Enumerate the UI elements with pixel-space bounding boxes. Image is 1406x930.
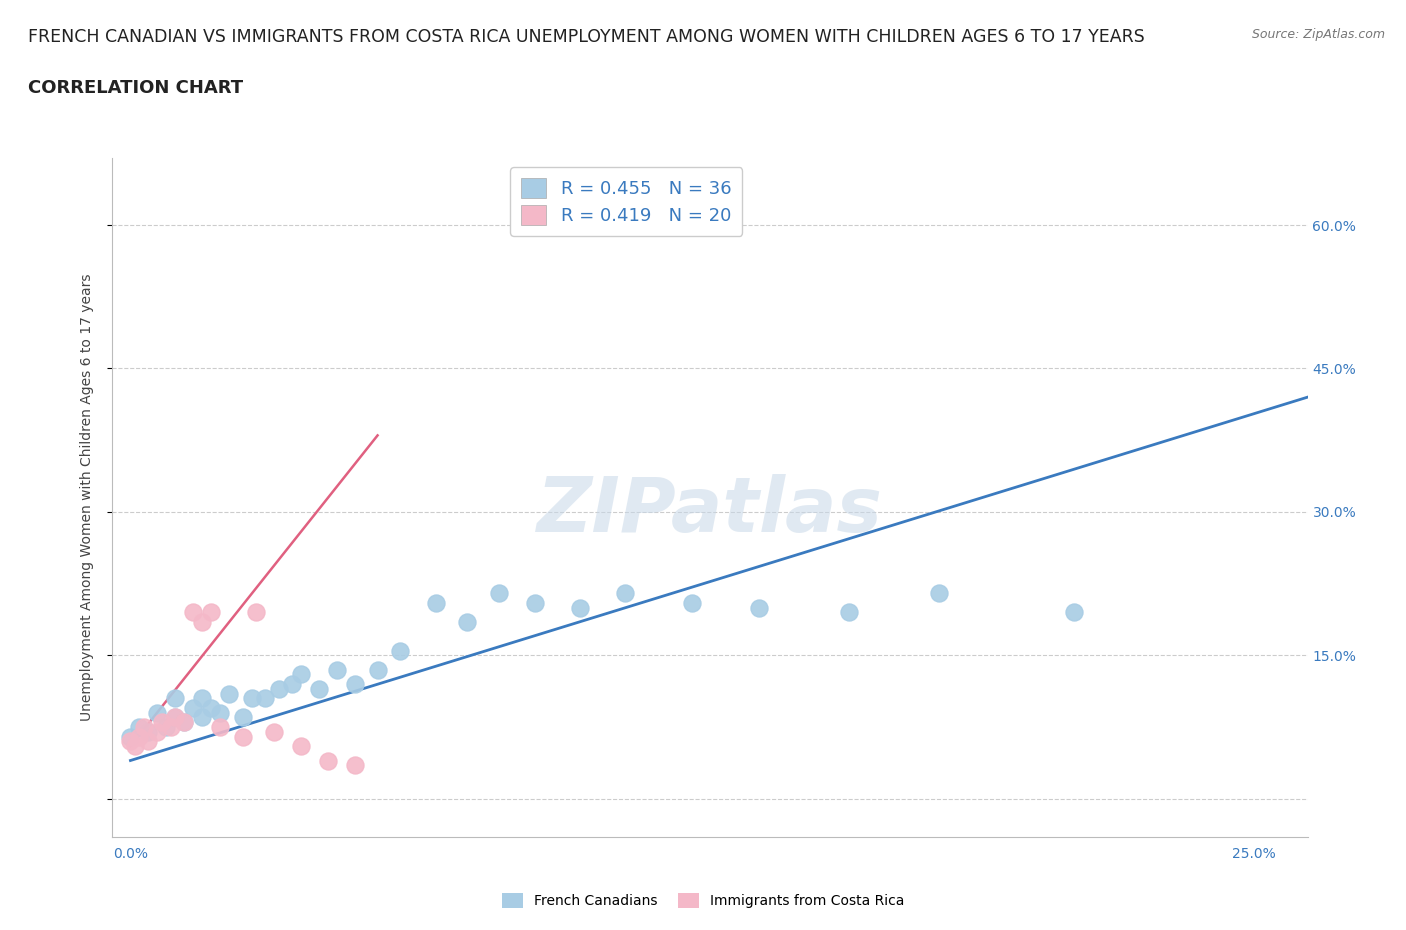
- Point: [165, 710, 187, 724]
- Point: [173, 715, 195, 730]
- Point: [267, 682, 290, 697]
- Text: Source: ZipAtlas.com: Source: ZipAtlas.com: [1251, 28, 1385, 41]
- Point: [425, 595, 447, 610]
- Point: [928, 586, 950, 601]
- Point: [523, 595, 546, 610]
- Point: [165, 691, 187, 706]
- Point: [200, 604, 222, 619]
- Point: [254, 691, 277, 706]
- Point: [150, 715, 173, 730]
- Point: [128, 729, 150, 744]
- Point: [146, 724, 169, 739]
- Point: [281, 676, 304, 691]
- Point: [344, 676, 367, 691]
- Point: [838, 604, 860, 619]
- Point: [165, 710, 187, 724]
- Point: [138, 734, 160, 749]
- Point: [128, 720, 150, 735]
- Legend: French Canadians, Immigrants from Costa Rica: French Canadians, Immigrants from Costa …: [496, 888, 910, 914]
- Text: ZIPatlas: ZIPatlas: [537, 474, 883, 548]
- Point: [120, 729, 142, 744]
- Point: [613, 586, 636, 601]
- Point: [191, 691, 214, 706]
- Point: [290, 667, 312, 682]
- Y-axis label: Unemployment Among Women with Children Ages 6 to 17 years: Unemployment Among Women with Children A…: [80, 273, 94, 722]
- Point: [389, 644, 412, 658]
- Point: [316, 753, 339, 768]
- Point: [209, 705, 232, 720]
- Point: [308, 682, 330, 697]
- Point: [326, 662, 349, 677]
- Point: [132, 720, 155, 735]
- Point: [146, 705, 169, 720]
- Point: [209, 720, 232, 735]
- Point: [245, 604, 267, 619]
- Point: [191, 710, 214, 724]
- Legend: R = 0.455   N = 36, R = 0.419   N = 20: R = 0.455 N = 36, R = 0.419 N = 20: [510, 167, 742, 236]
- Point: [183, 700, 205, 715]
- Point: [568, 600, 591, 615]
- Text: CORRELATION CHART: CORRELATION CHART: [28, 79, 243, 97]
- Point: [232, 729, 254, 744]
- Point: [748, 600, 770, 615]
- Point: [240, 691, 263, 706]
- Point: [290, 738, 312, 753]
- Point: [191, 615, 214, 630]
- Point: [681, 595, 703, 610]
- Point: [367, 662, 389, 677]
- Point: [173, 715, 195, 730]
- Point: [263, 724, 285, 739]
- Point: [120, 734, 142, 749]
- Point: [160, 720, 183, 735]
- Point: [344, 758, 367, 773]
- Point: [456, 615, 478, 630]
- Point: [155, 720, 177, 735]
- Point: [138, 724, 160, 739]
- Text: FRENCH CANADIAN VS IMMIGRANTS FROM COSTA RICA UNEMPLOYMENT AMONG WOMEN WITH CHIL: FRENCH CANADIAN VS IMMIGRANTS FROM COSTA…: [28, 28, 1144, 46]
- Point: [124, 738, 146, 753]
- Point: [183, 604, 205, 619]
- Point: [488, 586, 510, 601]
- Point: [218, 686, 240, 701]
- Point: [232, 710, 254, 724]
- Point: [200, 700, 222, 715]
- Point: [1063, 604, 1085, 619]
